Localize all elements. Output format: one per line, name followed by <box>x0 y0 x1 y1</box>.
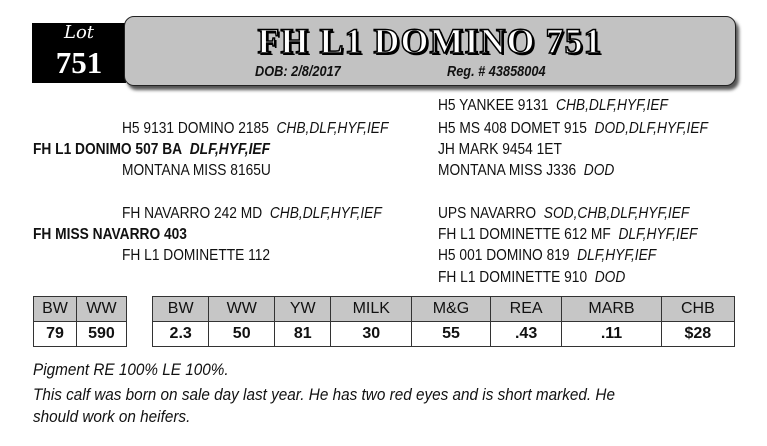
lot-badge: Lot 751 <box>32 23 126 83</box>
header-cell: M&G <box>411 296 491 322</box>
registration-number: Reg. # 43858004 <box>447 63 546 80</box>
value-cell: 30 <box>330 321 413 347</box>
value-cell: .43 <box>489 321 563 347</box>
pedigree-ddd: FH L1 DOMINETTE 910 DOD <box>438 269 626 286</box>
lot-number: 751 <box>55 45 103 80</box>
actuals-table: BW WW 79 590 <box>33 296 128 347</box>
lot-label: Lot <box>63 22 95 43</box>
comment-line: This calf was born on sale day last year… <box>33 385 615 404</box>
pedigree-dsd: FH L1 DOMINETTE 612 MF DLF,HYF,IEF <box>438 226 698 243</box>
header-cell: BW <box>151 296 210 322</box>
pedigree-sire-dam: MONTANA MISS 8165U <box>122 162 271 179</box>
header-cell: WW <box>75 296 128 322</box>
pedigree-dam-sire: FH NAVARRO 242 MD CHB,DLF,HYF,IEF <box>122 205 382 222</box>
value-cell: 50 <box>208 321 276 347</box>
dob: DOB: 2/8/2017 <box>255 63 341 80</box>
pedigree-sire-sire: H5 9131 DOMINO 2185 CHB,DLF,HYF,IEF <box>122 120 389 137</box>
value-cell: 55 <box>411 321 491 347</box>
pedigree-dam: FH MISS NAVARRO 403 <box>33 226 187 243</box>
header-cell: MARB <box>561 296 662 322</box>
animal-name: FH L1 DOMINO 751 <box>257 20 603 62</box>
pedigree-dam-dam: FH L1 DOMINETTE 112 <box>122 247 271 264</box>
value-cell: 2.3 <box>151 321 210 347</box>
pedigree-sss: H5 YANKEE 9131 CHB,DLF,HYF,IEF <box>438 97 668 114</box>
comment-line: Pigment RE 100% LE 100%. <box>33 360 229 379</box>
pedigree-sds: JH MARK 9454 1ET <box>438 141 562 158</box>
epd-table: BW WW YW MILK M&G REA MARB CHB 2.3 50 81 30 55.43.1… <box>151 296 736 347</box>
header-cell: CHB <box>660 296 736 322</box>
value-cell: 79 <box>33 321 77 347</box>
comment-line: should work on heifers. <box>33 407 191 426</box>
header-cell: WW <box>208 296 276 322</box>
value-cell: 81 <box>274 321 332 347</box>
header-banner: FH L1 DOMINO 751 DOB: 2/8/2017 Reg. # 43… <box>124 16 736 86</box>
pedigree-sire: FH L1 DONIMO 507 BA DLF,HYF,IEF <box>33 141 271 158</box>
header-cell: BW <box>33 296 77 322</box>
header-cell: REA <box>489 296 563 322</box>
pedigree-sdd: MONTANA MISS J336 DOD <box>438 162 615 179</box>
pedigree-dds: H5 001 DOMINO 819 DLF,HYF,IEF <box>438 247 657 264</box>
value-cell: 590 <box>75 321 128 347</box>
value-cell: .11 <box>561 321 662 347</box>
pedigree-ssd: H5 MS 408 DOMET 915 DOD,DLF,HYF,IEF <box>438 120 708 137</box>
value-cell: $28 <box>660 321 736 347</box>
header-cell: MILK <box>330 296 413 322</box>
pedigree-dss: UPS NAVARRO SOD,CHB,DLF,HYF,IEF <box>438 205 690 222</box>
header-cell: YW <box>274 296 332 322</box>
